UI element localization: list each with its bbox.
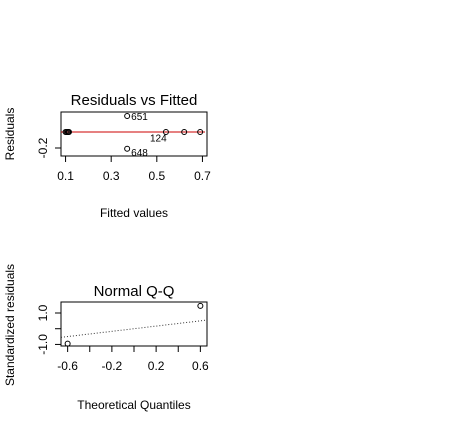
x-tick-label: -0.2 — [102, 359, 123, 373]
data-point — [64, 340, 71, 347]
residuals-vs-fitted-panel: Residuals vs Fitted 0.1 0.3 0.5 0.7 -0.2 65… — [3, 92, 211, 220]
x-tick-label: 0.6 — [192, 359, 209, 373]
qq-points — [64, 302, 204, 347]
x-tick-label: 0.7 — [194, 169, 211, 183]
data-point — [124, 145, 131, 152]
qq-reference-line — [60, 319, 208, 338]
x-tick-label: -0.6 — [57, 359, 78, 373]
data-point — [181, 129, 188, 135]
resid-title: Residuals vs Fitted — [71, 92, 198, 109]
resid-points — [62, 113, 204, 152]
normal-qq-panel: Normal Q-Q -0.6 -0.2 0.2 0.6 -1.0 1.0 Theore… — [3, 264, 209, 412]
point-label: 651 — [131, 112, 148, 123]
qq-x-axis-label: Theoretical Quantiles — [77, 398, 190, 412]
y-tick-label: -0.2 — [36, 137, 50, 158]
qq-y-ticks: -1.0 1.0 — [36, 304, 61, 355]
resid-x-ticks: 0.1 0.3 0.5 0.7 — [57, 156, 211, 183]
x-tick-label: 0.3 — [103, 169, 120, 183]
resid-y-ticks: -0.2 — [36, 137, 61, 158]
point-label: 648 — [131, 148, 148, 159]
y-tick-label: 1.0 — [36, 304, 50, 321]
data-point — [162, 129, 169, 135]
data-point — [124, 113, 131, 119]
data-point — [197, 302, 204, 309]
x-tick-label: 0.5 — [148, 169, 165, 183]
qq-title: Normal Q-Q — [94, 283, 175, 300]
resid-x-axis-label: Fitted values — [100, 206, 168, 220]
x-tick-label: 0.1 — [57, 169, 74, 183]
qq-plot-frame — [60, 301, 208, 347]
x-tick-label: 0.2 — [148, 359, 165, 373]
data-point — [65, 129, 72, 135]
y-tick-label: -1.0 — [36, 334, 50, 355]
qq-y-axis-label: Standardized residuals — [3, 264, 17, 386]
point-label: 124 — [150, 134, 167, 145]
resid-y-axis-label: Residuals — [3, 108, 17, 161]
data-point — [197, 129, 204, 135]
resid-plot-frame — [60, 111, 208, 157]
qq-x-ticks: -0.6 -0.2 0.2 0.6 — [57, 346, 209, 373]
